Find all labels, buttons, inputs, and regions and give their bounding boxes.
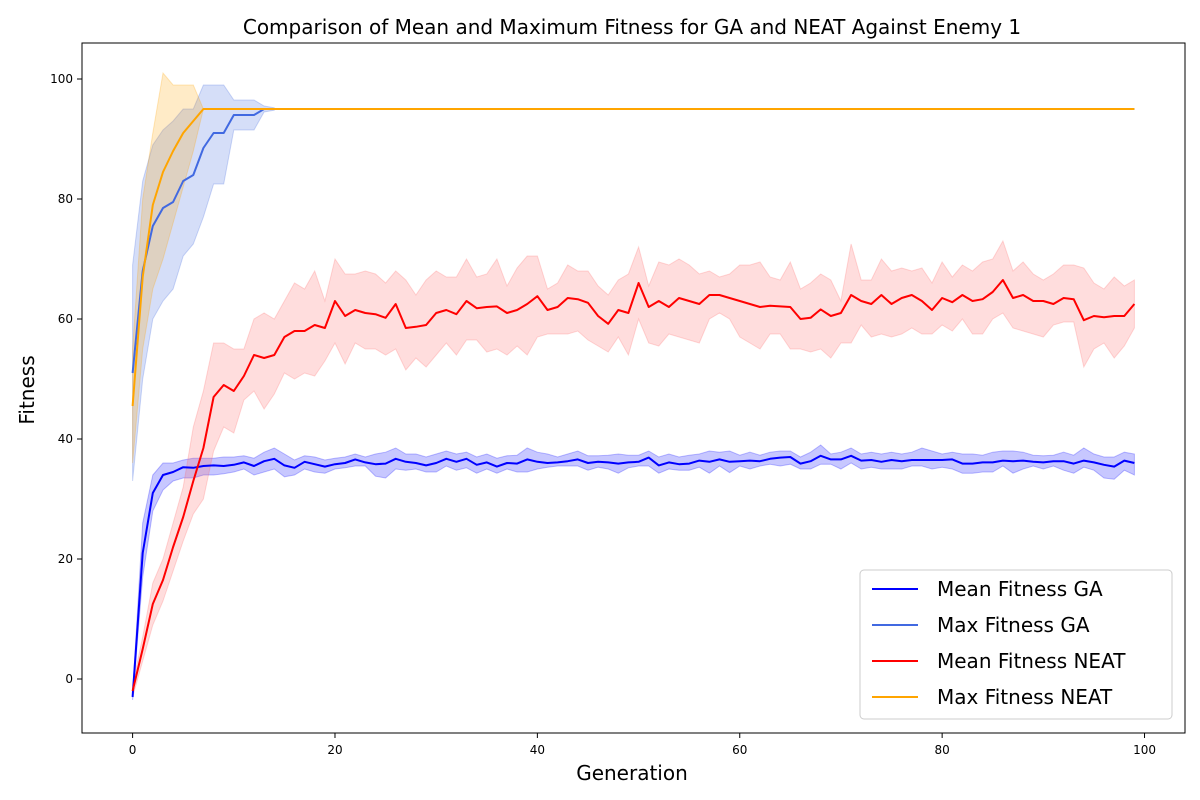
mean-fitness-ga-band	[132, 444, 1135, 701]
plot-frame	[81, 42, 1186, 734]
mean-fitness-neat-legend-label: Mean Fitness NEAT	[937, 649, 1126, 673]
y-tick-label: 60	[58, 312, 73, 326]
confidence-bands	[132, 71, 1135, 701]
chart-title: Comparison of Mean and Maximum Fitness f…	[243, 15, 1021, 39]
y-tick-label: 40	[58, 432, 73, 446]
x-axis-ticks: 0 20 40 60 80 100	[129, 733, 1156, 757]
x-tick-label: 100	[1133, 743, 1156, 757]
y-tick-label: 20	[58, 552, 73, 566]
x-tick-label: 60	[732, 743, 747, 757]
x-tick-label: 80	[934, 743, 949, 757]
legend: Mean Fitness GA Max Fitness GA Mean Fitnes…	[859, 569, 1173, 720]
max-fitness-neat-line	[131, 108, 1135, 407]
y-axis-label: Fitness	[15, 355, 39, 424]
y-tick-label: 80	[58, 192, 73, 206]
x-tick-label: 0	[129, 743, 137, 757]
series-lines	[131, 108, 1136, 698]
max-fitness-ga-legend-label: Max Fitness GA	[937, 613, 1090, 637]
mean-fitness-ga-line	[131, 454, 1135, 698]
legend-box	[859, 569, 1173, 720]
mean-fitness-neat-band	[132, 239, 1135, 698]
y-tick-label: 100	[50, 72, 73, 86]
y-tick-label: 0	[65, 672, 73, 686]
x-axis-label: Generation	[576, 761, 688, 785]
mean-fitness-neat-line	[131, 279, 1136, 692]
x-tick-label: 20	[327, 743, 342, 757]
mean-fitness-ga-legend-label: Mean Fitness GA	[937, 577, 1103, 601]
max-fitness-ga-band	[132, 84, 275, 482]
y-axis-ticks: 0 20 40 60 80 100	[50, 72, 82, 686]
max-fitness-neat-band	[132, 71, 204, 464]
x-tick-label: 40	[530, 743, 545, 757]
max-fitness-neat-legend-label: Max Fitness NEAT	[937, 685, 1113, 709]
